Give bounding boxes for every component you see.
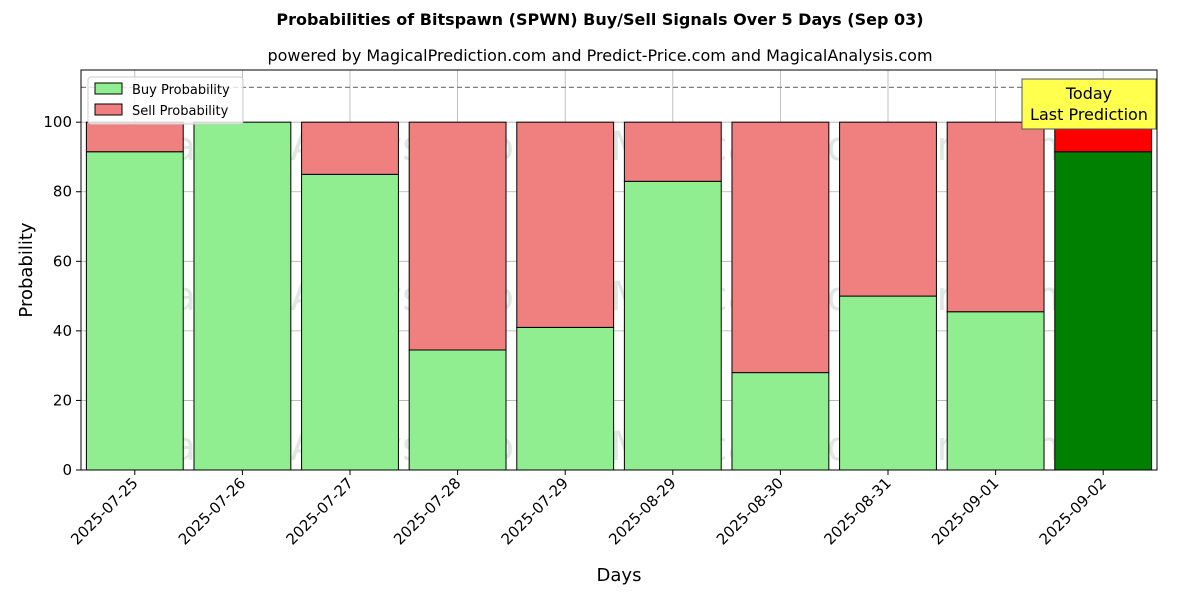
bar-sell	[85, 121, 184, 153]
today-annotation-line1: Today	[1065, 84, 1112, 103]
bar-buy	[946, 311, 1045, 471]
bar-sell	[839, 121, 937, 297]
x-tick-label: 2025-07-28	[390, 474, 464, 548]
x-tick-label: 2025-08-30	[713, 474, 787, 548]
bar-sell	[731, 121, 830, 374]
today-annotation-line2: Last Prediction	[1030, 105, 1148, 124]
bar-sell	[301, 121, 399, 175]
x-tick-label: 2025-08-31	[820, 474, 894, 548]
legend-box	[87, 76, 244, 125]
x-tick-label: 2025-09-01	[928, 474, 1002, 548]
y-tick-label: 100	[43, 113, 72, 131]
y-tick-label: 40	[53, 322, 72, 340]
legend-label-buy: Buy Probability	[132, 83, 230, 98]
bar-buy	[516, 326, 615, 471]
x-tick-label: 2025-08-29	[605, 474, 679, 548]
bar-buy	[301, 173, 399, 471]
bar-sell	[516, 121, 615, 328]
x-tick-label: 2025-07-26	[175, 474, 249, 548]
chart-subtitle: powered by MagicalPrediction.com and Pre…	[267, 46, 933, 65]
bar-buy	[839, 295, 937, 471]
bar-buy	[1054, 151, 1153, 471]
today-annotation: Today Last Prediction	[1021, 78, 1157, 130]
bar-buy	[408, 349, 507, 471]
x-axis-title: Days	[597, 565, 642, 586]
x-tick-label: 2025-07-27	[282, 474, 356, 548]
bar-buy	[731, 372, 830, 471]
today-annotation-box	[1021, 78, 1157, 130]
plot-frame	[80, 69, 1158, 471]
bar-sell	[408, 121, 507, 351]
chart-title: Probabilities of Bitspawn (SPWN) Buy/Sel…	[276, 10, 924, 29]
legend: Buy Probability Sell Probability	[87, 76, 244, 125]
x-tick-label: 2025-09-02	[1036, 474, 1110, 548]
y-tick-label: 80	[53, 183, 72, 201]
bar-sell	[946, 121, 1045, 313]
x-tick-label: 2025-07-29	[498, 474, 572, 548]
bar-buy	[85, 151, 184, 471]
y-tick-label: 60	[53, 252, 72, 270]
legend-label-sell: Sell Probability	[132, 104, 229, 119]
bar-buy	[193, 121, 292, 471]
bar-buy	[623, 180, 722, 471]
y-tick-label: 0	[62, 461, 72, 479]
x-tick-label: 2025-07-25	[67, 474, 141, 548]
y-axis-title: Probability	[16, 222, 37, 317]
x-axis-ticks: 2025-07-25 2025-07-26 2025-07-27 2025-07-28…	[67, 470, 1110, 548]
y-tick-label: 20	[53, 391, 72, 409]
legend-swatch-buy	[94, 82, 123, 95]
legend-swatch-sell	[94, 103, 123, 116]
bars	[85, 121, 1153, 471]
y-axis-ticks: 0 20 40 60 80 100	[43, 113, 81, 479]
bar-sell	[623, 121, 722, 182]
